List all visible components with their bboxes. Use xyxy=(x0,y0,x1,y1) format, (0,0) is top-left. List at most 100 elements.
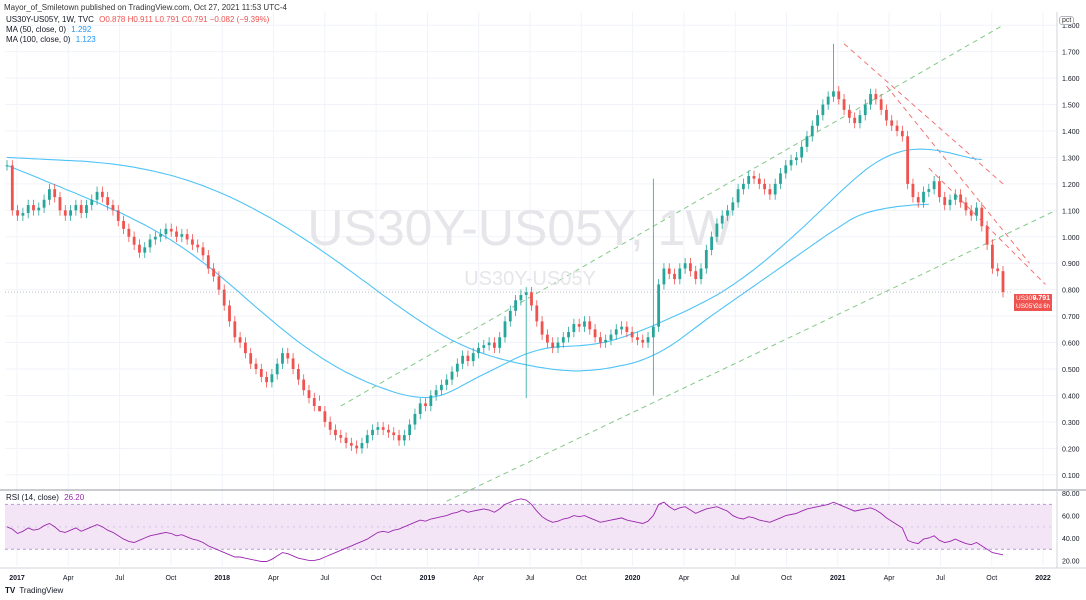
candle-body xyxy=(863,104,867,116)
candle xyxy=(911,178,915,203)
candle-body xyxy=(689,263,692,272)
candle xyxy=(657,279,661,332)
candle-body xyxy=(763,183,766,190)
price-tag-price: 0.791 xyxy=(1032,295,1050,302)
candle xyxy=(784,160,788,179)
candle-body xyxy=(604,339,608,343)
candle xyxy=(959,189,963,208)
candle-body xyxy=(206,255,210,269)
legend-rsi-label: RSI (14, close) xyxy=(6,493,59,502)
candle-body xyxy=(842,99,846,110)
candle xyxy=(519,289,523,306)
candle-body xyxy=(514,300,517,311)
y-tick-label: 0.800 xyxy=(1062,288,1080,295)
candle-body xyxy=(180,234,184,237)
candle xyxy=(545,329,549,348)
candle xyxy=(837,86,841,105)
candle-body xyxy=(228,305,231,322)
candle-body xyxy=(837,91,841,100)
candle-body xyxy=(704,250,708,269)
candle-body xyxy=(636,337,639,340)
candle xyxy=(715,218,719,243)
candle-body xyxy=(10,165,14,211)
last-price-tag: US30Y-US05Y 0.791 2d 6h xyxy=(1014,294,1052,311)
candle xyxy=(604,334,608,348)
candle-body xyxy=(545,334,549,343)
candle xyxy=(169,223,173,237)
candle-body xyxy=(826,96,830,105)
candle-body xyxy=(794,157,798,161)
candle xyxy=(508,305,512,327)
candle xyxy=(704,244,708,274)
x-tick-label: 2021 xyxy=(830,575,846,582)
tradingview-footer-text: TradingView xyxy=(19,586,64,595)
legend-ma100[interactable]: MA (100, close, 0) 1.123 xyxy=(6,35,96,45)
candle xyxy=(853,112,857,129)
candle-body xyxy=(371,429,374,436)
tradingview-footer[interactable]: TV TradingView xyxy=(5,586,63,595)
candle-body xyxy=(482,345,486,348)
legend-rsi[interactable]: RSI (14, close) 26.20 xyxy=(6,493,84,503)
candle-body xyxy=(79,205,83,213)
candle xyxy=(132,231,136,250)
watermark-sub: US30Y-US05Y xyxy=(464,268,596,290)
candle-body xyxy=(667,268,671,274)
candle-body xyxy=(138,244,141,253)
candle-body xyxy=(100,191,104,198)
candle xyxy=(100,186,104,203)
candle-body xyxy=(874,93,878,100)
candle-body xyxy=(127,228,131,237)
candle xyxy=(726,205,729,221)
candle xyxy=(747,170,751,190)
candle-body xyxy=(296,369,300,380)
candle xyxy=(969,205,973,221)
candle xyxy=(975,202,978,221)
candle-body xyxy=(959,194,963,203)
candle xyxy=(95,186,99,206)
candle-body xyxy=(312,398,316,407)
candle-body xyxy=(953,194,957,200)
candle-body xyxy=(424,403,427,407)
candle xyxy=(577,318,581,332)
candle-body xyxy=(710,236,714,250)
candle-body xyxy=(964,202,968,211)
candle xyxy=(598,331,602,348)
candle xyxy=(397,429,401,446)
candle xyxy=(498,331,502,354)
candle-body xyxy=(222,289,226,306)
candle-body xyxy=(461,355,465,364)
candle xyxy=(206,250,210,274)
candle-body xyxy=(148,239,152,248)
y-tick-label: 0.400 xyxy=(1062,393,1080,400)
candle-body xyxy=(116,210,120,221)
candle-body xyxy=(429,395,433,407)
y-tick-label: 0.100 xyxy=(1062,473,1080,480)
candle-body xyxy=(768,189,772,195)
candle xyxy=(890,115,894,131)
candle xyxy=(10,160,14,216)
legend-ma50[interactable]: MA (50, close, 0) 1.292 xyxy=(6,25,91,35)
candle xyxy=(265,371,268,388)
y-tick-label: 1.600 xyxy=(1062,76,1080,83)
candle xyxy=(164,223,168,240)
candle xyxy=(1001,265,1005,298)
candle-body xyxy=(270,374,274,383)
candle xyxy=(556,337,560,354)
candle-body xyxy=(487,342,491,346)
candle-body xyxy=(418,403,422,414)
publish-header: Mayor_of_Smiletown published on TradingV… xyxy=(4,3,287,12)
candle-body xyxy=(651,326,655,338)
rsi-line-group xyxy=(6,498,1004,562)
candle-body xyxy=(365,435,369,444)
candle-body xyxy=(360,443,364,449)
candle-body xyxy=(334,429,337,436)
candle-body xyxy=(922,191,925,203)
candle-body xyxy=(450,371,454,380)
candle-body xyxy=(678,268,682,280)
candle xyxy=(916,191,920,208)
candle xyxy=(445,374,449,391)
price-scale-unit[interactable]: pct xyxy=(1059,16,1075,25)
candle-body xyxy=(355,445,359,449)
legend-symbol-label: US30Y-US05Y, 1W, TVC xyxy=(6,15,94,24)
legend-symbol-line[interactable]: US30Y-US05Y, 1W, TVC O0.878 H0.911 L0.79… xyxy=(6,15,269,25)
